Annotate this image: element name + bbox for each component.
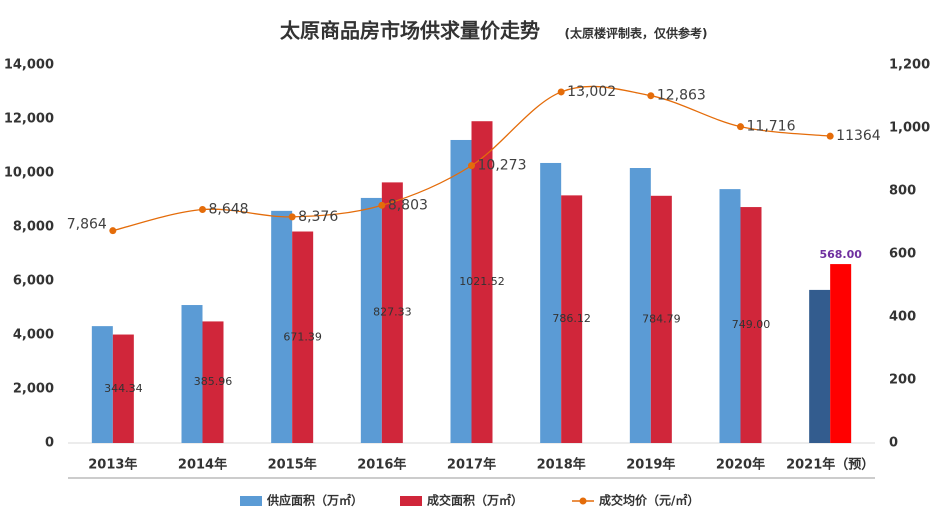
x-tick-label: 2018年 [537,457,586,473]
data-label: 12,863 [657,88,706,104]
x-tick-label: 2014年 [178,457,227,473]
y-tick-label: 12,000 [4,112,54,127]
bar [650,195,672,443]
y-tick-label: 6,000 [13,274,54,289]
chart-subtitle: (太原楼评制表，仅供参考) [565,26,708,41]
bar [561,195,583,443]
data-label: 8,376 [298,209,338,225]
marker [557,88,565,96]
bar [112,334,134,443]
x-tick-label: 2016年 [357,457,406,473]
bar [629,168,651,443]
data-label: 786.12 [552,312,591,325]
marker [737,123,744,131]
chart-title: 太原商品房市场供求量价走势 [280,19,540,43]
bar [471,121,493,444]
marker [378,201,386,209]
y2-tick-label: 200 [889,373,916,388]
data-label: 13,002 [567,84,616,100]
y2-tick-label: 600 [889,247,916,262]
legend-label: 供应面积（万㎡） [266,493,363,508]
y-tick-label: 8,000 [13,220,54,235]
bar [202,321,224,443]
bar [360,197,382,443]
bar [809,289,831,443]
y2-tick-label: 0 [889,436,898,451]
legend-swatch [579,497,587,505]
data-label: 749.00 [732,318,771,331]
x-tick-label: 2021年（预） [786,457,874,473]
data-label: 7,864 [67,217,107,233]
marker [288,213,296,221]
legend-label: 成交面积（万㎡） [427,493,523,508]
legend-label: 成交均价（元/㎡） [599,493,699,508]
bar [830,264,852,443]
y-tick-label: 14,000 [4,58,54,73]
data-label: 11364 [836,128,881,144]
x-tick-label: 2015年 [268,457,317,473]
data-label: 8,648 [209,202,249,218]
data-label: 385.96 [194,375,233,388]
x-tick-label: 2020年 [716,457,765,473]
legend-swatch [240,496,262,506]
marker [109,227,117,235]
y-tick-label: 10,000 [4,166,54,181]
data-label: 8,803 [388,197,428,213]
data-label: 784.79 [642,312,681,325]
bar [271,210,293,443]
data-label: 827.33 [373,306,412,319]
y2-tick-label: 1,000 [889,121,930,136]
marker [199,206,206,214]
data-label: 1021.52 [459,275,505,288]
bar [740,207,762,443]
y-tick-label: 0 [45,436,54,451]
y-tick-label: 2,000 [13,382,54,397]
y2-tick-label: 1,200 [889,58,930,73]
x-tick-label: 2019年 [626,457,675,473]
bar [719,189,741,443]
y-tick-label: 4,000 [13,328,54,343]
data-label: 11,716 [747,119,796,135]
bar [181,305,203,443]
y2-tick-label: 800 [889,184,916,199]
data-label: 568.00 [819,248,862,261]
data-label: 671.39 [283,330,322,343]
data-label: 344.34 [104,382,143,395]
legend-swatch [400,496,422,506]
marker [826,132,834,140]
bar [540,162,562,443]
bar [450,139,472,443]
bar [292,231,314,443]
marker [468,162,475,170]
x-tick-label: 2013年 [88,457,137,473]
bar [381,182,403,443]
data-label: 10,273 [478,158,527,174]
marker [647,92,655,100]
y2-tick-label: 400 [889,310,916,325]
x-tick-label: 2017年 [447,457,496,473]
bar [91,326,113,443]
